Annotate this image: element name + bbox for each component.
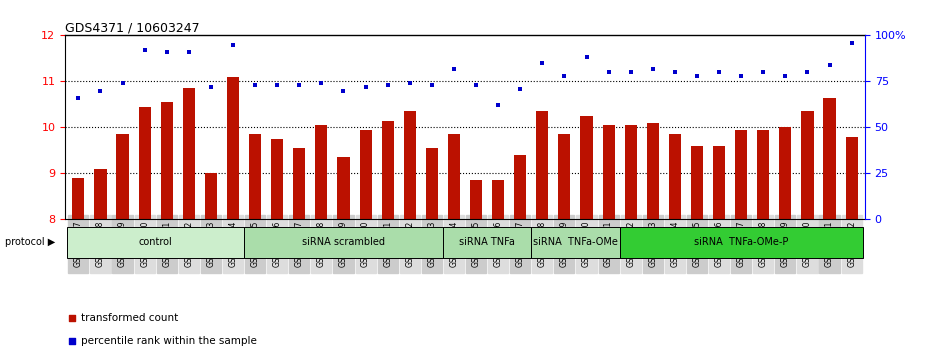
Bar bbox=[272, 139, 284, 219]
Text: siRNA  TNFa-OMe: siRNA TNFa-OMe bbox=[533, 238, 618, 247]
Bar bbox=[315, 125, 327, 219]
Text: siRNA  TNFa-OMe-P: siRNA TNFa-OMe-P bbox=[694, 238, 789, 247]
Bar bbox=[249, 135, 261, 219]
Point bbox=[557, 73, 572, 79]
Text: percentile rank within the sample: percentile rank within the sample bbox=[81, 336, 257, 346]
Point bbox=[756, 69, 771, 75]
Text: siRNA scrambled: siRNA scrambled bbox=[302, 238, 385, 247]
Bar bbox=[360, 130, 372, 219]
Text: GDS4371 / 10603247: GDS4371 / 10603247 bbox=[65, 21, 200, 34]
Point bbox=[711, 69, 726, 75]
Bar bbox=[802, 111, 814, 219]
Point bbox=[469, 82, 484, 88]
Text: protocol ▶: protocol ▶ bbox=[5, 238, 55, 247]
Bar bbox=[625, 125, 637, 219]
Point bbox=[601, 69, 616, 75]
Bar bbox=[735, 130, 747, 219]
Bar bbox=[603, 125, 615, 219]
Bar bbox=[558, 135, 570, 219]
Point bbox=[579, 55, 594, 60]
Point bbox=[535, 60, 550, 66]
Bar bbox=[205, 173, 217, 219]
Bar bbox=[338, 157, 350, 219]
Point bbox=[403, 80, 418, 86]
Point bbox=[138, 47, 153, 53]
Bar bbox=[448, 135, 460, 219]
Bar bbox=[73, 178, 85, 219]
Bar bbox=[713, 146, 725, 219]
Bar bbox=[381, 120, 393, 219]
Point bbox=[800, 69, 815, 75]
Bar bbox=[183, 88, 195, 219]
Point bbox=[668, 69, 683, 75]
Bar bbox=[537, 111, 549, 219]
Point bbox=[734, 73, 749, 79]
Bar bbox=[426, 148, 438, 219]
Point bbox=[270, 82, 285, 88]
Point bbox=[336, 88, 351, 93]
Point bbox=[397, 233, 412, 238]
Bar bbox=[823, 97, 836, 219]
Bar bbox=[161, 102, 173, 219]
Bar bbox=[404, 111, 416, 219]
Bar bbox=[244, 227, 443, 258]
Point bbox=[181, 49, 196, 55]
Point bbox=[204, 84, 219, 90]
Point bbox=[844, 40, 859, 46]
Point bbox=[623, 69, 638, 75]
Point bbox=[424, 82, 439, 88]
Bar bbox=[779, 127, 791, 219]
Bar bbox=[531, 227, 619, 258]
Point bbox=[822, 62, 837, 68]
Bar bbox=[293, 148, 305, 219]
Bar bbox=[757, 130, 769, 219]
Bar bbox=[514, 155, 526, 219]
Point bbox=[491, 103, 506, 108]
Point bbox=[512, 86, 527, 92]
Point bbox=[689, 73, 704, 79]
Point bbox=[226, 42, 241, 47]
Bar bbox=[646, 123, 658, 219]
Point bbox=[397, 30, 412, 36]
Bar bbox=[94, 169, 107, 219]
Bar bbox=[470, 181, 482, 219]
Bar bbox=[443, 227, 531, 258]
Point bbox=[314, 80, 329, 86]
Bar bbox=[669, 135, 681, 219]
Point bbox=[446, 66, 461, 72]
Bar bbox=[845, 137, 857, 219]
Point bbox=[292, 82, 307, 88]
Bar bbox=[580, 116, 592, 219]
Point bbox=[380, 82, 395, 88]
Text: control: control bbox=[139, 238, 173, 247]
Text: transformed count: transformed count bbox=[81, 313, 178, 323]
Bar bbox=[619, 227, 863, 258]
Point bbox=[247, 82, 262, 88]
Bar bbox=[227, 77, 239, 219]
Point bbox=[71, 95, 86, 101]
Bar bbox=[139, 107, 151, 219]
Bar bbox=[116, 135, 128, 219]
Point bbox=[159, 49, 174, 55]
Bar bbox=[67, 227, 244, 258]
Point bbox=[358, 84, 373, 90]
Text: siRNA TNFa: siRNA TNFa bbox=[459, 238, 515, 247]
Point bbox=[93, 88, 108, 93]
Bar bbox=[492, 181, 504, 219]
Point bbox=[777, 73, 792, 79]
Point bbox=[645, 66, 660, 72]
Bar bbox=[691, 146, 703, 219]
Point bbox=[115, 80, 130, 86]
